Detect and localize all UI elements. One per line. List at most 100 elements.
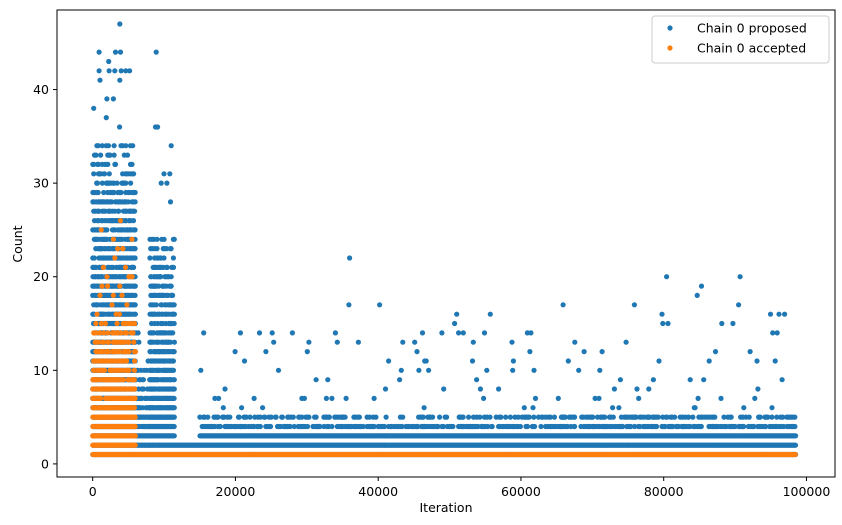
- proposed-point: [551, 414, 558, 420]
- proposed-point: [289, 330, 295, 336]
- proposed-point: [140, 377, 146, 383]
- proposed-point: [170, 358, 176, 364]
- proposed-point: [123, 143, 129, 149]
- proposed-point: [509, 339, 515, 345]
- proposed-point: [313, 377, 319, 383]
- proposed-point: [269, 330, 275, 336]
- proposed-point: [251, 395, 257, 401]
- proposed-point: [620, 423, 626, 430]
- proposed-point: [170, 292, 176, 298]
- proposed-point: [656, 358, 662, 364]
- proposed-point: [158, 274, 164, 280]
- proposed-point: [547, 414, 553, 420]
- proposed-point: [599, 349, 605, 355]
- proposed-point: [109, 199, 115, 205]
- proposed-point: [125, 199, 131, 205]
- accepted-point: [93, 330, 99, 336]
- proposed-point: [98, 152, 104, 158]
- proposed-point: [323, 395, 329, 401]
- proposed-point: [257, 423, 263, 430]
- proposed-point: [268, 414, 274, 420]
- proposed-point: [131, 171, 137, 177]
- proposed-point: [576, 367, 582, 373]
- proposed-point: [660, 320, 666, 327]
- proposed-point: [730, 320, 736, 327]
- proposed-point: [299, 414, 305, 420]
- proposed-point: [103, 115, 109, 121]
- proposed-point: [215, 414, 221, 420]
- proposed-point: [132, 246, 138, 252]
- proposed-point: [610, 405, 616, 411]
- proposed-point: [698, 423, 704, 430]
- proposed-point: [167, 339, 174, 345]
- proposed-point: [610, 414, 616, 420]
- proposed-point: [416, 367, 422, 373]
- proposed-point: [531, 414, 537, 420]
- proposed-point: [632, 423, 638, 430]
- proposed-point: [101, 189, 107, 196]
- proposed-point: [752, 395, 758, 401]
- proposed-point: [317, 423, 323, 430]
- proposed-point: [664, 274, 670, 280]
- proposed-point: [602, 414, 608, 420]
- proposed-point: [498, 414, 504, 420]
- proposed-point: [123, 180, 129, 186]
- proposed-point: [236, 414, 242, 420]
- proposed-point: [171, 311, 177, 317]
- proposed-point: [107, 152, 113, 158]
- proposed-point: [304, 423, 311, 430]
- proposed-point: [273, 414, 279, 420]
- proposed-point: [93, 152, 99, 158]
- proposed-point: [232, 349, 238, 355]
- proposed-point: [728, 414, 734, 420]
- proposed-point: [124, 152, 131, 158]
- proposed-point: [332, 330, 338, 336]
- proposed-point: [117, 77, 123, 83]
- proposed-point: [153, 302, 159, 308]
- proposed-point: [132, 189, 138, 196]
- proposed-point: [171, 414, 177, 420]
- proposed-point: [164, 246, 170, 252]
- proposed-point: [737, 274, 743, 280]
- proposed-point: [477, 414, 483, 420]
- proposed-point: [171, 423, 177, 430]
- proposed-point: [171, 377, 177, 383]
- proposed-point: [774, 330, 780, 336]
- proposed-point: [161, 171, 167, 177]
- proposed-point: [496, 386, 502, 392]
- proposed-point: [306, 414, 312, 420]
- proposed-point: [91, 255, 97, 261]
- proposed-point: [95, 143, 101, 149]
- proposed-point: [130, 143, 136, 149]
- proposed-point: [91, 161, 97, 167]
- proposed-point: [132, 208, 138, 214]
- proposed-point: [263, 349, 269, 355]
- proposed-point: [237, 330, 243, 336]
- proposed-point: [423, 358, 429, 364]
- proposed-point: [94, 180, 100, 186]
- proposed-point: [454, 311, 460, 317]
- proposed-point: [371, 423, 377, 430]
- proposed-point: [397, 377, 403, 383]
- proposed-point: [161, 255, 167, 261]
- proposed-point: [611, 386, 618, 392]
- proposed-point: [712, 349, 719, 355]
- proposed-point: [131, 264, 137, 270]
- proposed-point: [239, 405, 245, 411]
- proposed-point: [414, 349, 420, 355]
- proposed-point: [171, 386, 177, 392]
- proposed-point: [97, 77, 103, 83]
- proposed-point: [168, 283, 174, 289]
- proposed-point: [290, 414, 296, 420]
- proposed-point: [721, 414, 727, 420]
- proposed-point: [485, 423, 491, 430]
- proposed-point: [430, 414, 436, 420]
- proposed-point: [275, 367, 282, 373]
- proposed-point: [532, 395, 539, 401]
- proposed-point: [421, 405, 427, 411]
- proposed-point: [694, 292, 700, 298]
- proposed-point: [633, 414, 639, 420]
- proposed-point: [383, 414, 389, 420]
- proposed-point: [481, 395, 487, 401]
- proposed-point: [106, 58, 112, 65]
